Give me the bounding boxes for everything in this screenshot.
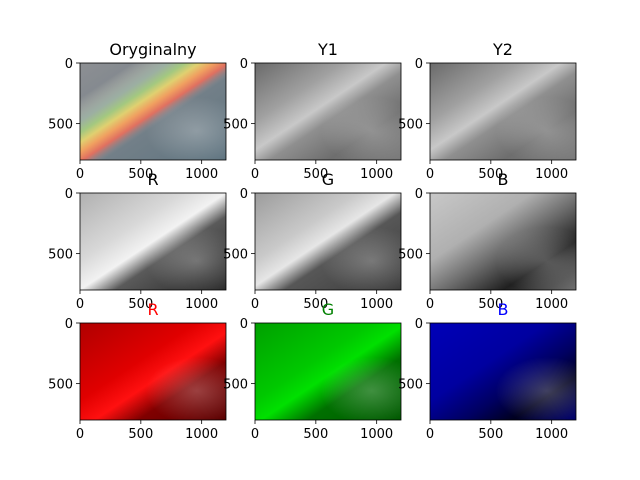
x-tick-label: 1000 <box>535 167 568 182</box>
x-tick-label: 500 <box>128 297 153 312</box>
panel-frame <box>79 62 227 161</box>
y-tick-label: 500 <box>223 248 248 263</box>
x-tick-label: 0 <box>76 427 84 442</box>
x-tick-label: 500 <box>478 167 503 182</box>
y-tick-label: 0 <box>240 317 248 332</box>
x-tick-label: 0 <box>426 427 434 442</box>
panel-cloud-texture <box>430 63 576 160</box>
y-tick-label: 0 <box>415 187 423 202</box>
x-tick-label: 500 <box>303 427 328 442</box>
y-tick-label: 500 <box>398 378 423 393</box>
y-tick-label: 0 <box>240 187 248 202</box>
panel-b-color: B 0 500 1000 0 500 <box>398 300 577 442</box>
panel-g-gray: G 0 500 1000 0 500 <box>223 170 402 312</box>
y-tick-label: 500 <box>398 118 423 133</box>
panel-title: B <box>498 170 509 189</box>
x-tick-label: 500 <box>478 297 503 312</box>
x-tick-label: 500 <box>303 167 328 182</box>
panel-cloud-texture <box>80 193 226 290</box>
x-tick-label: 0 <box>251 297 259 312</box>
panel-title: B <box>498 300 509 319</box>
y-tick-label: 500 <box>398 248 423 263</box>
panel-frame <box>254 62 402 161</box>
panel-frame <box>429 322 577 421</box>
y-tick-label: 500 <box>48 118 73 133</box>
panel-b-gray: B 0 500 1000 0 500 <box>398 170 577 312</box>
panel-cloud-texture <box>430 193 576 290</box>
x-tick-label: 0 <box>426 167 434 182</box>
panel-frame <box>429 62 577 161</box>
panel-frame <box>254 192 402 291</box>
x-tick-label: 0 <box>251 427 259 442</box>
y-tick-label: 500 <box>48 378 73 393</box>
panel-title: Y2 <box>492 40 513 59</box>
panel-g-color: G 0 500 1000 0 500 <box>223 300 402 442</box>
panel-cloud-texture <box>80 63 226 160</box>
panel-cloud-texture <box>80 323 226 420</box>
panel-title: Oryginalny <box>109 40 196 59</box>
y-tick-label: 500 <box>223 118 248 133</box>
x-tick-label: 1000 <box>185 427 218 442</box>
panel-title: G <box>322 170 334 189</box>
y-tick-label: 0 <box>240 57 248 72</box>
x-tick-label: 1000 <box>535 297 568 312</box>
x-tick-label: 500 <box>128 427 153 442</box>
x-tick-label: 500 <box>128 167 153 182</box>
x-tick-label: 1000 <box>185 297 218 312</box>
y-tick-label: 0 <box>65 317 73 332</box>
panel-r-gray: R 0 500 1000 0 500 <box>48 170 227 312</box>
x-tick-label: 0 <box>76 167 84 182</box>
panel-cloud-texture <box>255 323 401 420</box>
x-tick-label: 500 <box>303 297 328 312</box>
y-tick-label: 0 <box>65 187 73 202</box>
y-tick-label: 500 <box>48 248 73 263</box>
panel-y1: Y1 0 500 1000 0 500 <box>223 40 402 182</box>
panel-title: R <box>147 300 158 319</box>
panel-r-color: R 0 500 1000 0 500 <box>48 300 227 442</box>
panel-title: G <box>322 300 334 319</box>
panel-frame <box>254 322 402 421</box>
panel-title: R <box>147 170 158 189</box>
panel-frame <box>79 192 227 291</box>
x-tick-label: 1000 <box>360 427 393 442</box>
panel-frame <box>429 192 577 291</box>
panel-frame <box>79 322 227 421</box>
y-tick-label: 500 <box>223 378 248 393</box>
panel-original: Oryginalny 0 500 1000 0 500 <box>48 40 227 182</box>
x-tick-label: 0 <box>426 297 434 312</box>
panel-cloud-texture <box>430 323 576 420</box>
panel-cloud-texture <box>255 63 401 160</box>
panel-title: Y1 <box>317 40 338 59</box>
y-tick-label: 0 <box>65 57 73 72</box>
x-tick-label: 0 <box>251 167 259 182</box>
x-tick-label: 1000 <box>185 167 218 182</box>
x-tick-label: 0 <box>76 297 84 312</box>
y-tick-label: 0 <box>415 57 423 72</box>
x-tick-label: 1000 <box>360 297 393 312</box>
panel-cloud-texture <box>255 193 401 290</box>
panel-y2: Y2 0 500 1000 0 500 <box>398 40 577 182</box>
x-tick-label: 1000 <box>535 427 568 442</box>
x-tick-label: 500 <box>478 427 503 442</box>
x-tick-label: 1000 <box>360 167 393 182</box>
y-tick-label: 0 <box>415 317 423 332</box>
